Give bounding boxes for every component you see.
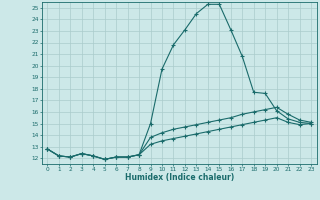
X-axis label: Humidex (Indice chaleur): Humidex (Indice chaleur) (124, 173, 234, 182)
